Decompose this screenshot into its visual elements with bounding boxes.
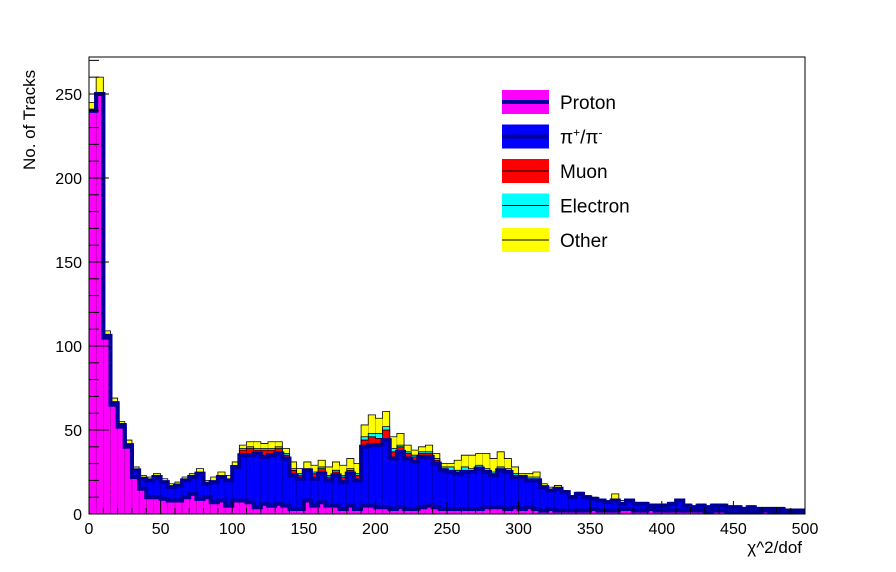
legend-label-other: Other bbox=[560, 231, 608, 252]
legend-label-pion: π+/π- bbox=[560, 126, 603, 149]
x-axis-label: χ^2/dof bbox=[747, 538, 802, 557]
y-axis: 0 50 100 150 200 250 bbox=[55, 59, 109, 524]
x-tick-label: 450 bbox=[720, 521, 747, 538]
x-tick-label: 50 bbox=[152, 521, 170, 538]
x-tick-label: 350 bbox=[577, 521, 604, 538]
x-tick-label: 250 bbox=[434, 521, 461, 538]
y-axis-label: No. of Tracks bbox=[20, 70, 39, 170]
x-tick-label: 150 bbox=[290, 521, 317, 538]
legend-label-electron: Electron bbox=[560, 197, 630, 218]
legend-label-proton: Proton bbox=[560, 93, 616, 114]
legend-label-muon: Muon bbox=[560, 162, 608, 183]
y-tick-label: 150 bbox=[55, 255, 82, 272]
x-axis: 0 50 100 150 200 250 300 350 400 450 500 bbox=[85, 501, 819, 538]
x-tick-label: 0 bbox=[85, 521, 94, 538]
x-tick-label: 100 bbox=[219, 521, 246, 538]
y-tick-label: 200 bbox=[55, 171, 82, 188]
legend: Proton π+/π- Muon Electron Other bbox=[502, 90, 630, 252]
y-tick-label: 0 bbox=[73, 507, 82, 524]
x-tick-label: 300 bbox=[505, 521, 532, 538]
x-tick-label: 500 bbox=[792, 521, 819, 538]
x-tick-label: 400 bbox=[648, 521, 675, 538]
y-tick-label: 100 bbox=[55, 339, 82, 356]
y-tick-label: 50 bbox=[64, 423, 82, 440]
series-pion-outline bbox=[89, 91, 805, 513]
y-tick-label: 250 bbox=[55, 87, 82, 104]
x-tick-label: 200 bbox=[362, 521, 389, 538]
